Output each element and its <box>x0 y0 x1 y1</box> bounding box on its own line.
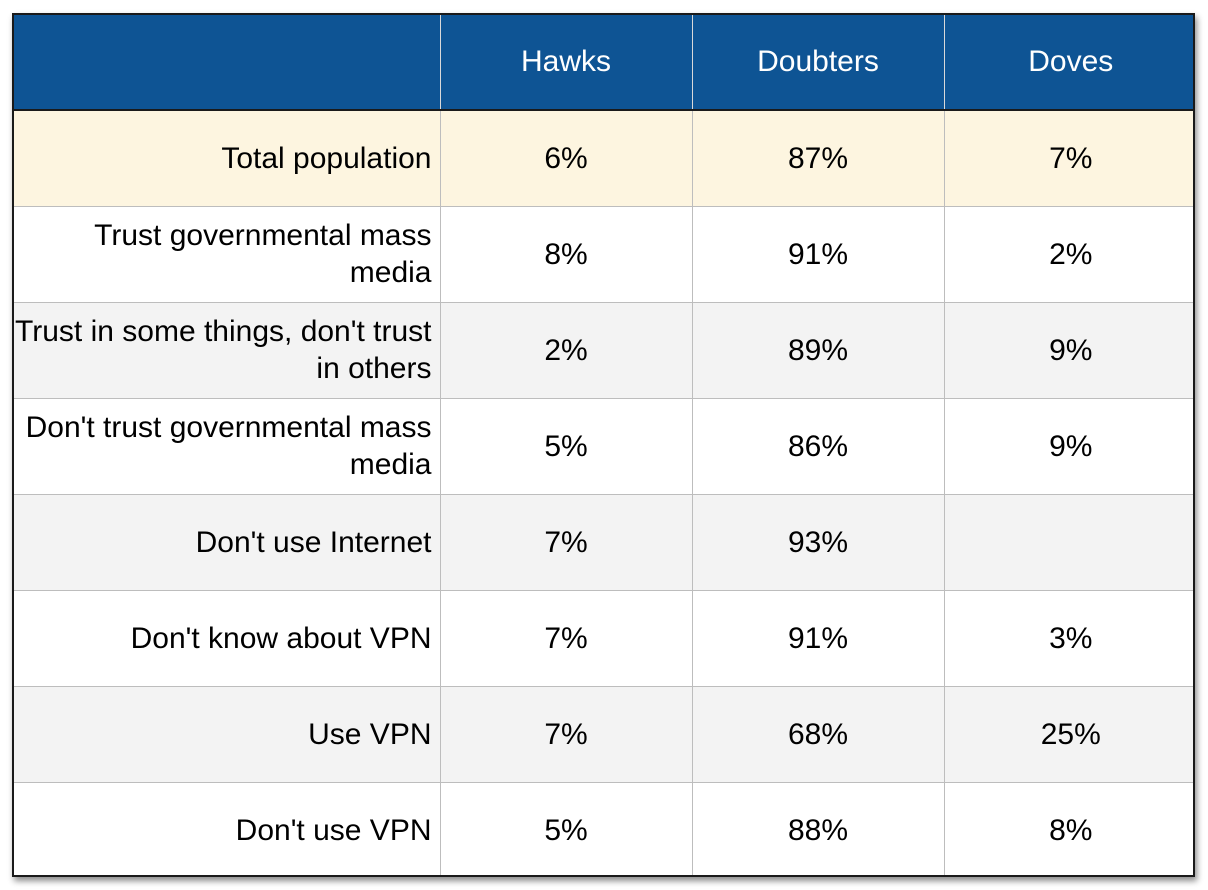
row-label: Don't trust governmental mass media <box>14 398 441 495</box>
table-row: Trust governmental mass media 8% 91% 2% <box>14 206 1193 303</box>
cell-doves: 9% <box>944 398 1193 495</box>
cell-doubters: 68% <box>692 686 945 783</box>
cell-doves: 9% <box>944 302 1193 399</box>
row-label: Trust governmental mass media <box>14 206 441 303</box>
cell-doubters: 91% <box>692 590 945 687</box>
header-cell-corner <box>14 15 441 111</box>
cell-doves: 7% <box>944 110 1193 207</box>
data-table-frame: Hawks Doubters Doves Total population 6%… <box>12 13 1195 877</box>
header-cell-hawks: Hawks <box>440 15 693 111</box>
header-row: Hawks Doubters Doves <box>14 15 1193 111</box>
cell-hawks: 2% <box>440 302 693 399</box>
row-label: Don't use Internet <box>14 494 441 591</box>
row-label: Trust in some things, don't trust in oth… <box>14 302 441 399</box>
cell-doubters: 86% <box>692 398 945 495</box>
cell-doves: 8% <box>944 782 1193 875</box>
cell-doves <box>944 494 1193 591</box>
cell-hawks: 7% <box>440 494 693 591</box>
cell-hawks: 5% <box>440 398 693 495</box>
table-row: Don't use VPN 5% 88% 8% <box>14 782 1193 875</box>
cell-doves: 3% <box>944 590 1193 687</box>
table-row: Total population 6% 87% 7% <box>14 110 1193 207</box>
row-label: Don't use VPN <box>14 782 441 875</box>
cell-doves: 2% <box>944 206 1193 303</box>
table-row: Don't trust governmental mass media 5% 8… <box>14 398 1193 495</box>
row-label: Don't know about VPN <box>14 590 441 687</box>
data-table: Hawks Doubters Doves Total population 6%… <box>14 15 1193 875</box>
cell-doubters: 87% <box>692 110 945 207</box>
header-cell-doves: Doves <box>944 15 1193 111</box>
table-row: Don't use Internet 7% 93% <box>14 494 1193 591</box>
table-row: Use VPN 7% 68% 25% <box>14 686 1193 783</box>
table-row: Don't know about VPN 7% 91% 3% <box>14 590 1193 687</box>
cell-doubters: 91% <box>692 206 945 303</box>
row-label: Total population <box>14 110 441 207</box>
row-label: Use VPN <box>14 686 441 783</box>
cell-doves: 25% <box>944 686 1193 783</box>
cell-hawks: 5% <box>440 782 693 875</box>
cell-doubters: 88% <box>692 782 945 875</box>
cell-hawks: 7% <box>440 686 693 783</box>
cell-hawks: 6% <box>440 110 693 207</box>
cell-hawks: 8% <box>440 206 693 303</box>
cell-doubters: 93% <box>692 494 945 591</box>
header-cell-doubters: Doubters <box>692 15 945 111</box>
cell-doubters: 89% <box>692 302 945 399</box>
cell-hawks: 7% <box>440 590 693 687</box>
table-row: Trust in some things, don't trust in oth… <box>14 302 1193 399</box>
